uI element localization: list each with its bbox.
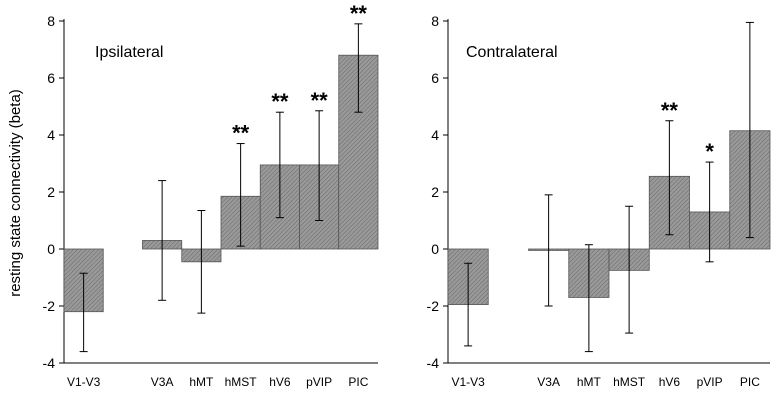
significance-label: ** [311, 88, 329, 113]
y-tick-label: 6 [47, 70, 55, 86]
x-tick-label: hV6 [269, 375, 291, 389]
y-tick-label: 8 [47, 13, 55, 29]
significance-label: ** [271, 89, 289, 114]
chart-panel-1: -4 -2 0 2 4 6 8 Ipsilateral V1-V3 V3A hMT hMST ** hV6… [43, 1, 379, 389]
x-tick-label: V1-V3 [67, 375, 101, 389]
chart-panel-2: -4 -2 0 2 4 6 8 Contralateral V1-V3 V3A hMT hMST hV6… [427, 13, 771, 389]
x-tick-label: hMT [189, 375, 214, 389]
x-tick-label: hV6 [659, 375, 681, 389]
y-tick-label: 4 [431, 127, 439, 143]
y-tick-label: -4 [427, 355, 440, 371]
y-tick-label: 8 [431, 13, 439, 29]
chart-title: Ipsilateral [95, 44, 163, 61]
chart-title: Contralateral [466, 44, 558, 61]
y-tick-label: 0 [431, 241, 439, 257]
y-tick-label: -2 [427, 298, 440, 314]
significance-label: * [705, 139, 714, 164]
x-tick-label: PIC [348, 375, 368, 389]
y-tick-label: 0 [47, 241, 55, 257]
x-tick-label: PIC [740, 375, 760, 389]
x-tick-label: hMT [577, 375, 602, 389]
y-axis-label: resting state connectivity (beta) [7, 89, 24, 297]
x-tick-label: pVIP [697, 375, 723, 389]
x-tick-label: hMST [613, 375, 646, 389]
significance-label: ** [661, 98, 679, 123]
y-tick-label: -4 [43, 355, 56, 371]
x-tick-label: pVIP [306, 375, 332, 389]
significance-label: ** [232, 121, 250, 146]
x-tick-label: V3A [151, 375, 174, 389]
y-tick-label: 2 [47, 184, 55, 200]
x-tick-label: hMST [225, 375, 258, 389]
significance-label: ** [350, 1, 368, 26]
y-tick-label: 2 [431, 184, 439, 200]
y-tick-label: -2 [43, 298, 56, 314]
y-tick-label: 6 [431, 70, 439, 86]
y-tick-label: 4 [47, 127, 55, 143]
panels: -4 -2 0 2 4 6 8 Ipsilateral V1-V3 V3A hMT hMST ** hV6… [43, 1, 771, 389]
x-tick-label: V3A [537, 375, 560, 389]
x-tick-label: V1-V3 [451, 375, 485, 389]
